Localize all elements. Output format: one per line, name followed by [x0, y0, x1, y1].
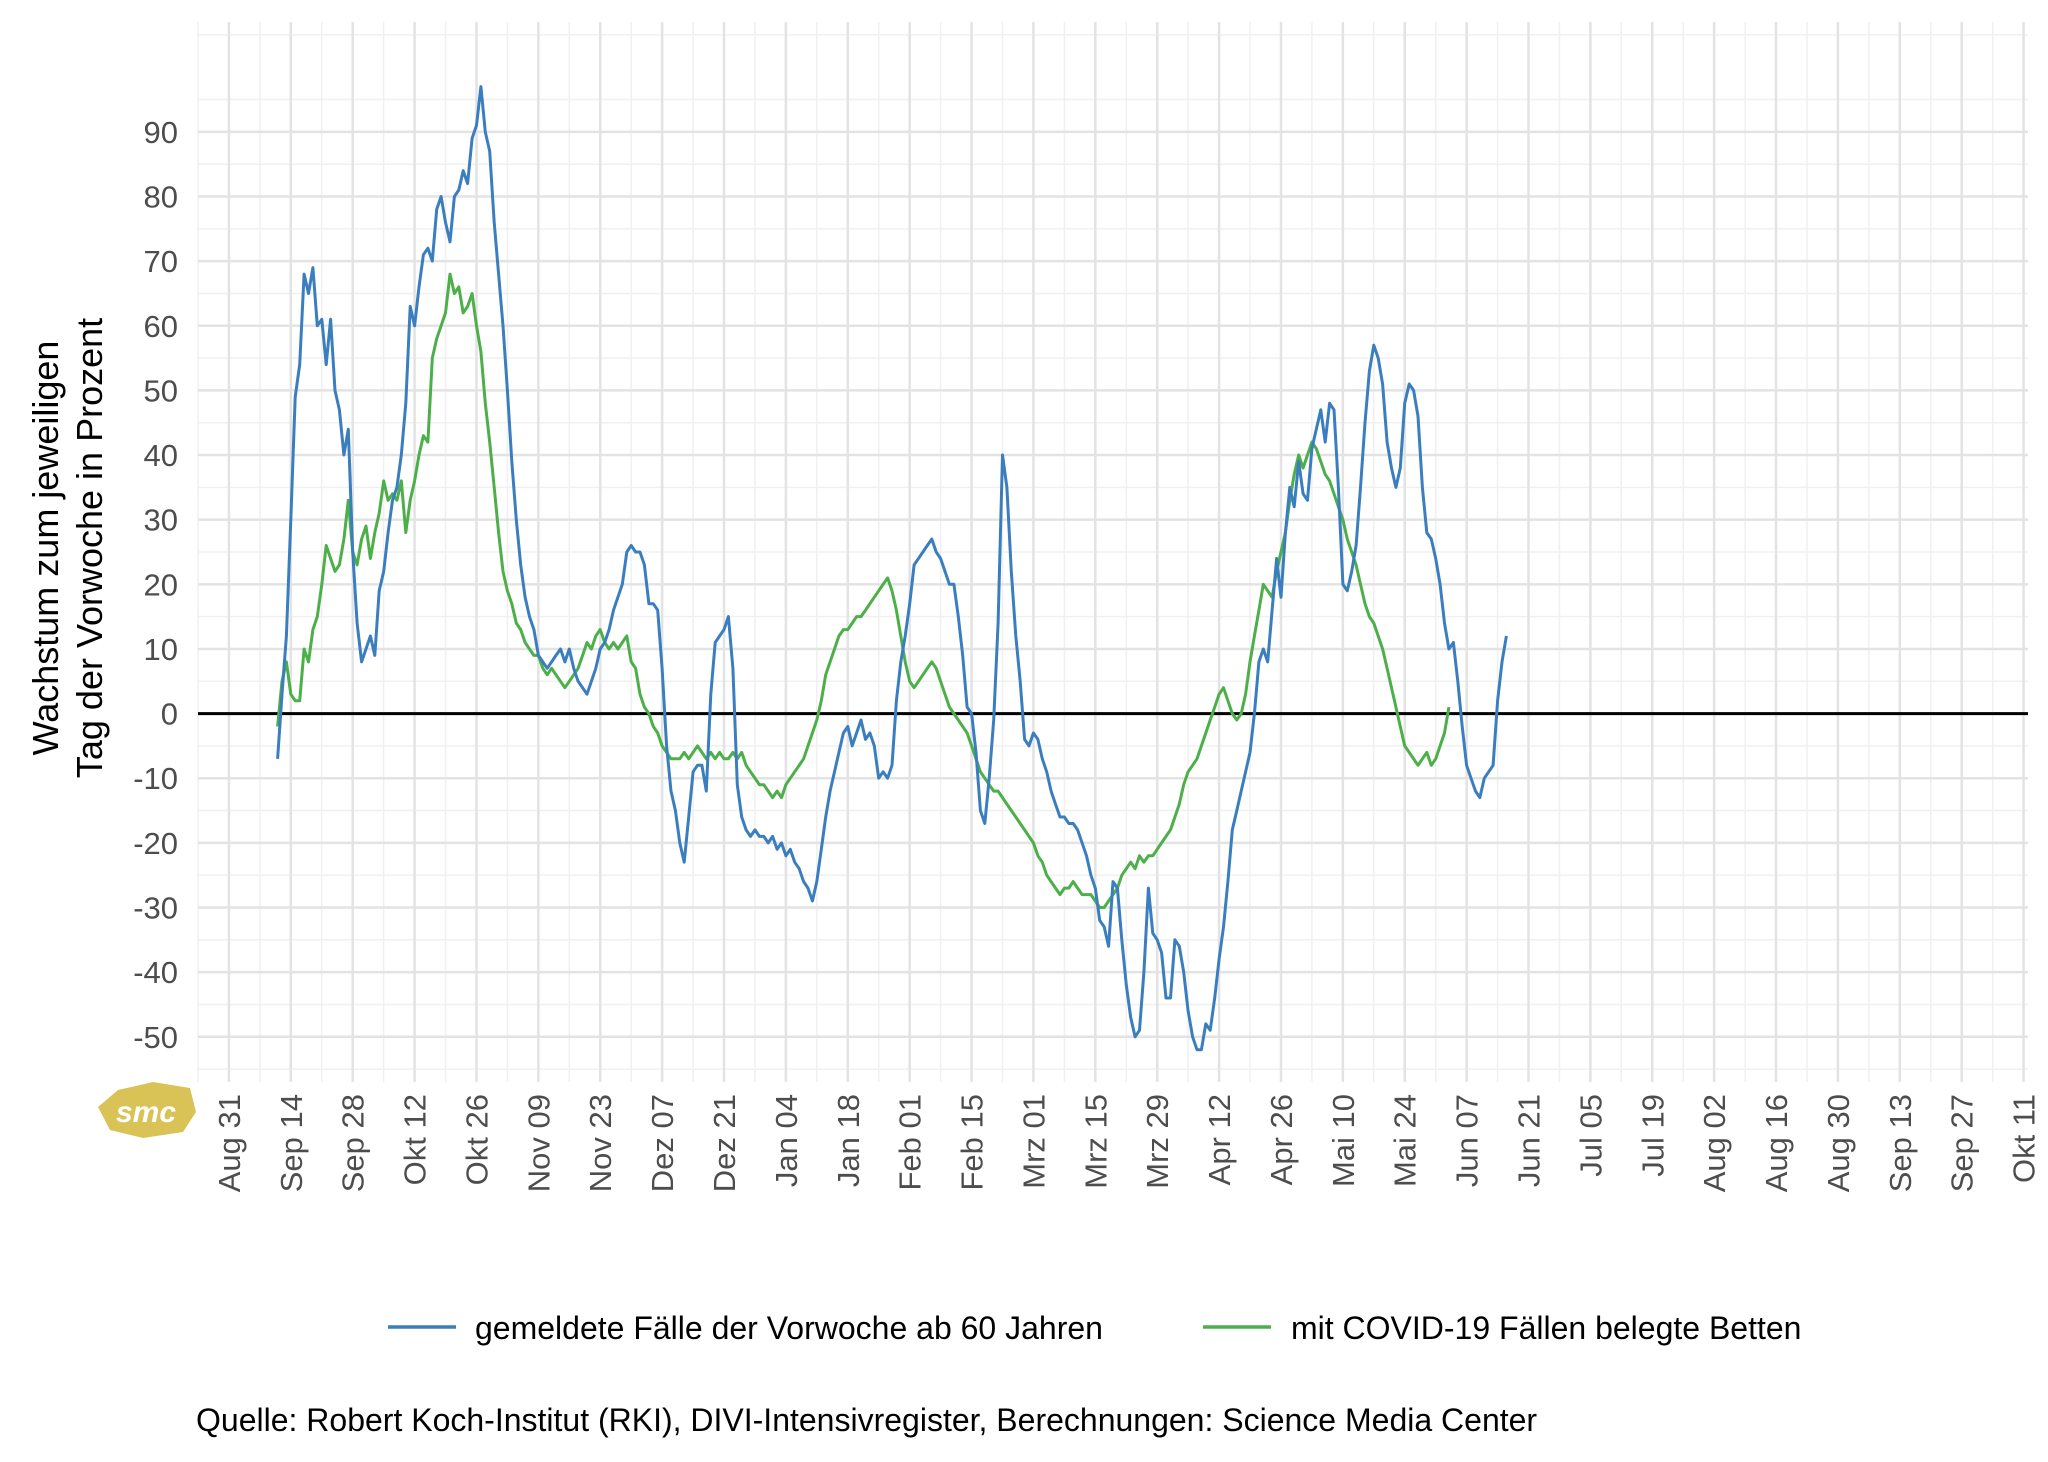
x-tick-label: Jun 07	[1450, 1094, 1485, 1187]
series-line-beds	[276, 272, 1451, 909]
x-tick-label: Okt 12	[398, 1094, 433, 1185]
logo-text: smc	[116, 1096, 176, 1129]
x-tick-label: Jun 21	[1512, 1094, 1547, 1187]
x-tick-label: Feb 01	[893, 1094, 928, 1191]
logo-icon	[98, 1082, 196, 1138]
y-tick-label: 0	[161, 697, 178, 732]
legend-label-cases: gemeldete Fälle der Vorwoche ab 60 Jahre…	[475, 1310, 1103, 1346]
x-tick-label: Sep 13	[1883, 1094, 1918, 1192]
x-tick-label: Jan 18	[831, 1094, 866, 1187]
y-tick-label: -30	[133, 890, 178, 925]
x-tick-label: Jan 04	[769, 1094, 804, 1187]
x-tick-label: Okt 26	[460, 1094, 495, 1185]
x-tick-label: Feb 15	[955, 1094, 990, 1191]
x-tick-label: Mrz 01	[1016, 1094, 1051, 1189]
legend: gemeldete Fälle der Vorwoche ab 60 Jahre…	[388, 1310, 1801, 1346]
y-tick-label: 80	[144, 180, 178, 215]
x-tick-label: Nov 23	[583, 1094, 618, 1192]
x-tick-label: Dez 07	[645, 1094, 680, 1192]
y-tick-label: 20	[144, 567, 178, 602]
x-tick-label: Jul 05	[1573, 1094, 1608, 1177]
x-tick-label: Apr 26	[1264, 1094, 1299, 1185]
y-tick-label: 50	[144, 373, 178, 408]
x-tick-label: Mai 10	[1326, 1094, 1361, 1187]
y-tick-label: -50	[133, 1020, 178, 1055]
legend-label-beds: mit COVID-19 Fällen belegte Betten	[1291, 1310, 1801, 1346]
y-tick-label: 10	[144, 632, 178, 667]
x-tick-label: Apr 12	[1202, 1094, 1237, 1185]
y-tick-label: 60	[144, 309, 178, 344]
series-layer	[276, 85, 1508, 1052]
x-tick-label: Nov 09	[521, 1094, 556, 1192]
x-tick-label: Mrz 29	[1140, 1094, 1175, 1189]
y-axis-ticks: -50 -40 -30 -20 -10 0 10 20 30 40 50 60 70 80 90	[133, 115, 178, 1055]
source-caption: Quelle: Robert Koch-Institut (RKI), DIVI…	[196, 1402, 1537, 1438]
series-line-cases	[276, 85, 1508, 1052]
x-tick-label: Aug 16	[1759, 1094, 1794, 1192]
grid-minor	[197, 22, 2028, 1082]
x-tick-label: Aug 30	[1821, 1094, 1856, 1192]
x-tick-label: Sep 14	[274, 1094, 309, 1192]
y-tick-label: 30	[144, 503, 178, 538]
x-tick-label: Dez 21	[707, 1094, 742, 1192]
x-tick-label: Okt 11	[2007, 1094, 2042, 1183]
x-tick-label: Mai 24	[1388, 1094, 1423, 1187]
x-tick-label: Aug 02	[1697, 1094, 1732, 1192]
x-tick-label: Aug 31	[212, 1094, 247, 1192]
logo: smc	[98, 1082, 196, 1138]
y-tick-label: 90	[144, 115, 178, 150]
grid-major	[198, 22, 2028, 1082]
y-axis-label-line-2: Tag der Vorwoche in Prozent	[69, 318, 110, 778]
y-tick-label: -20	[133, 826, 178, 861]
y-tick-label: 40	[144, 438, 178, 473]
y-axis-label: Wachstum zum jeweiligen Tag der Vorwoche…	[25, 318, 110, 778]
y-tick-label: -10	[133, 761, 178, 796]
x-tick-label: Jul 19	[1635, 1094, 1670, 1177]
x-tick-label: Mrz 15	[1078, 1094, 1113, 1189]
x-axis-ticks: Aug 31 Sep 14 Sep 28 Okt 12 Okt 26 Nov 09 Nov …	[212, 1094, 2042, 1192]
x-tick-label: Sep 28	[336, 1094, 371, 1192]
y-tick-label: 70	[144, 244, 178, 279]
y-axis-label-line-1: Wachstum zum jeweiligen	[25, 341, 66, 756]
x-tick-label: Sep 27	[1945, 1094, 1980, 1192]
y-tick-label: -40	[133, 955, 178, 990]
